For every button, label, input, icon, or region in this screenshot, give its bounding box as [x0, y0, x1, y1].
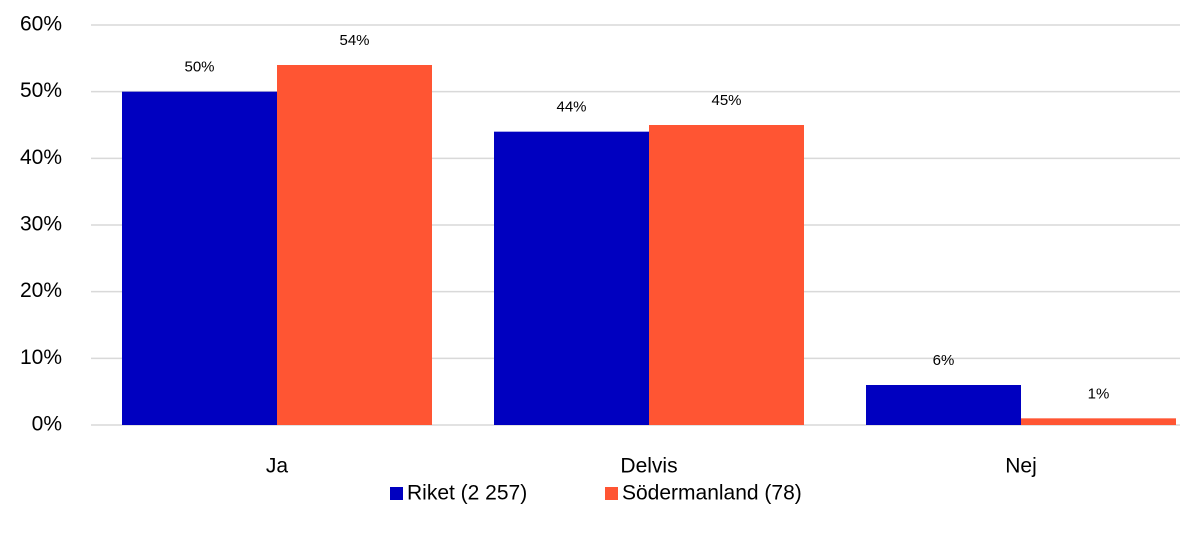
data-label: 6%	[933, 352, 955, 369]
bar	[494, 131, 649, 425]
data-label: 1%	[1088, 385, 1110, 402]
bar	[1021, 418, 1176, 425]
y-tick-label: 30%	[20, 213, 62, 236]
legend-swatch	[605, 487, 618, 500]
bar	[122, 91, 277, 426]
y-tick-label: 60%	[20, 13, 62, 36]
bar	[649, 125, 804, 425]
bar	[277, 65, 432, 425]
data-label: 44%	[556, 99, 586, 116]
bar	[866, 385, 1021, 425]
y-tick-label: 20%	[20, 279, 62, 302]
legend-swatch	[390, 487, 403, 500]
x-tick-label: Nej	[1005, 455, 1037, 478]
legend-label: Södermanland (78)	[622, 482, 802, 505]
x-tick-label: Ja	[266, 455, 289, 478]
y-tick-label: 0%	[32, 413, 62, 436]
x-tick-label: Delvis	[620, 455, 677, 478]
y-tick-label: 40%	[20, 146, 62, 169]
y-tick-label: 10%	[20, 346, 62, 369]
data-label: 54%	[339, 32, 369, 49]
data-label: 50%	[184, 59, 214, 76]
legend-label: Riket (2 257)	[407, 482, 527, 505]
data-label: 45%	[711, 92, 741, 109]
y-tick-label: 50%	[20, 79, 62, 102]
